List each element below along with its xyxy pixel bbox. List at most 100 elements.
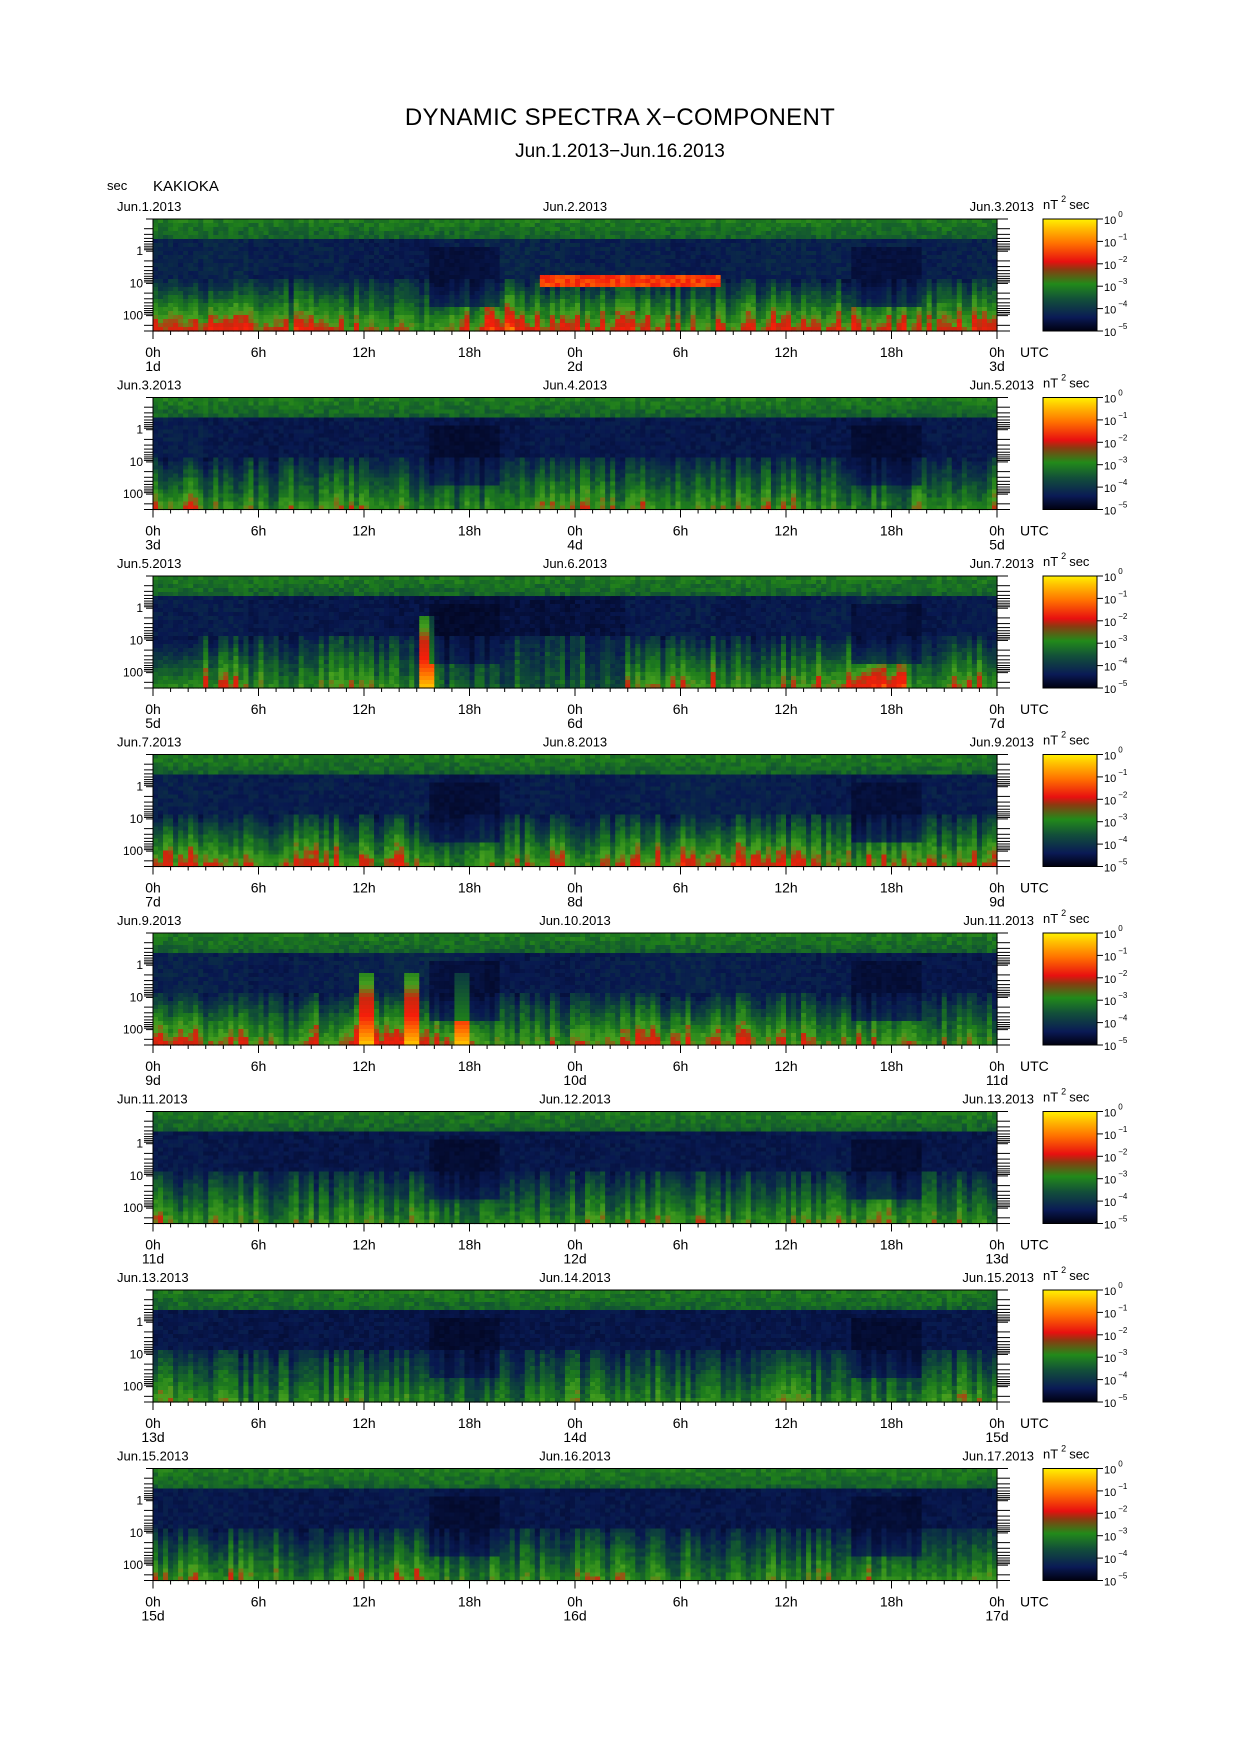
heatmap-cell bbox=[529, 311, 536, 316]
heatmap-cell bbox=[379, 311, 385, 316]
heatmap-cell bbox=[936, 315, 943, 320]
heatmap-cell bbox=[404, 295, 410, 300]
heatmap-cell bbox=[590, 275, 596, 280]
heatmap-cell bbox=[856, 295, 862, 300]
heatmap-cell bbox=[816, 279, 822, 284]
heatmap-cell bbox=[439, 323, 445, 328]
heatmap-cell bbox=[836, 271, 842, 276]
heatmap-cell bbox=[173, 227, 179, 232]
heatmap-cell bbox=[770, 311, 777, 316]
heatmap-cell bbox=[364, 311, 370, 316]
heatmap-cell bbox=[374, 263, 380, 268]
heatmap-cell bbox=[228, 255, 234, 260]
heatmap-cell bbox=[976, 327, 983, 332]
heatmap-cell bbox=[951, 247, 958, 252]
heatmap-cell bbox=[976, 219, 983, 224]
heatmap-cell bbox=[891, 231, 898, 236]
heatmap-cell bbox=[750, 231, 757, 236]
heatmap-cell bbox=[203, 311, 209, 316]
heatmap-cell bbox=[544, 255, 551, 260]
heatmap-cell bbox=[680, 275, 687, 280]
heatmap-cell bbox=[951, 315, 958, 320]
heatmap-cell bbox=[509, 263, 516, 268]
heatmap-cell bbox=[494, 291, 501, 296]
heatmap-cell bbox=[901, 295, 908, 300]
heatmap-cell bbox=[404, 255, 410, 260]
heatmap-cell bbox=[690, 271, 697, 276]
heatmap-cell bbox=[519, 223, 526, 228]
heatmap-cell bbox=[333, 259, 340, 264]
heatmap-cell bbox=[424, 219, 430, 224]
heatmap-cell bbox=[720, 291, 727, 296]
heatmap-cell bbox=[514, 283, 521, 288]
heatmap-cell bbox=[333, 295, 340, 300]
heatmap-cell bbox=[198, 243, 204, 248]
heatmap-cell bbox=[770, 259, 777, 264]
heatmap-cell bbox=[429, 263, 435, 268]
heatmap-cell bbox=[569, 219, 576, 224]
heatmap-cell bbox=[168, 461, 174, 467]
heatmap-cell bbox=[976, 227, 983, 232]
heatmap-cell bbox=[454, 251, 461, 256]
heatmap-cell bbox=[836, 223, 842, 228]
heatmap-cell bbox=[333, 315, 340, 320]
heatmap-cell bbox=[213, 279, 219, 284]
heatmap-cell bbox=[685, 283, 692, 288]
heatmap-cell bbox=[710, 255, 717, 260]
heatmap-cell bbox=[464, 283, 471, 288]
heatmap-cell bbox=[404, 315, 410, 320]
heatmap-cell bbox=[700, 279, 707, 284]
heatmap-cell bbox=[715, 247, 722, 252]
heatmap-cell bbox=[534, 259, 541, 264]
heatmap-cell bbox=[399, 223, 405, 228]
heatmap-cell bbox=[705, 275, 712, 280]
heatmap-cell bbox=[821, 279, 827, 284]
heatmap-cell bbox=[168, 295, 174, 300]
heatmap-cell bbox=[353, 235, 360, 240]
heatmap-cell bbox=[775, 231, 782, 236]
heatmap-cell bbox=[645, 247, 651, 252]
heatmap-cell bbox=[248, 319, 255, 324]
heatmap-cell bbox=[881, 227, 888, 232]
heatmap-cell bbox=[921, 303, 928, 308]
heatmap-cell bbox=[484, 251, 491, 256]
heatmap-cell bbox=[504, 275, 511, 280]
heatmap-cell bbox=[198, 235, 204, 240]
heatmap-cell bbox=[770, 263, 777, 268]
heatmap-cell bbox=[364, 315, 370, 320]
heatmap-cell bbox=[755, 263, 762, 268]
heatmap-cell bbox=[439, 303, 445, 308]
heatmap-cell bbox=[826, 295, 832, 300]
heatmap-cell bbox=[198, 271, 204, 276]
heatmap-cell bbox=[464, 323, 471, 328]
heatmap-cell bbox=[811, 271, 817, 276]
heatmap-cell bbox=[600, 327, 606, 332]
heatmap-cell bbox=[811, 307, 817, 312]
heatmap-cell bbox=[951, 263, 958, 268]
heatmap-cell bbox=[338, 259, 345, 264]
heatmap-cell bbox=[600, 239, 606, 244]
heatmap-cell bbox=[489, 267, 496, 272]
heatmap-cell bbox=[338, 275, 345, 280]
heatmap-cell bbox=[780, 275, 787, 280]
heatmap-cell bbox=[333, 219, 340, 224]
heatmap-cell bbox=[926, 247, 933, 252]
heatmap-cell bbox=[524, 275, 531, 280]
heatmap-cell bbox=[258, 223, 265, 228]
heatmap-cell bbox=[163, 315, 169, 320]
heatmap-cell bbox=[981, 303, 988, 308]
heatmap-cell bbox=[906, 231, 913, 236]
heatmap-cell bbox=[680, 279, 687, 284]
heatmap-cell bbox=[414, 219, 420, 224]
heatmap-cell bbox=[519, 271, 526, 276]
heatmap-cell bbox=[534, 235, 541, 240]
heatmap-cell bbox=[353, 263, 360, 268]
heatmap-cell bbox=[544, 235, 551, 240]
heatmap-cell bbox=[610, 219, 616, 224]
heatmap-cell bbox=[755, 239, 762, 244]
heatmap-cell bbox=[856, 247, 862, 252]
heatmap-cell bbox=[670, 247, 677, 252]
heatmap-cell bbox=[158, 405, 164, 411]
heatmap-cell bbox=[293, 223, 300, 228]
heatmap-cell bbox=[509, 323, 516, 328]
